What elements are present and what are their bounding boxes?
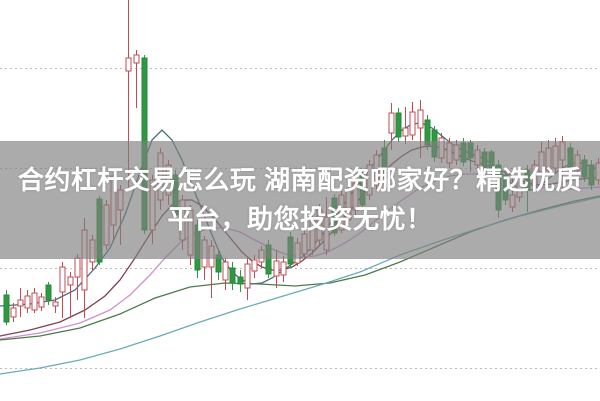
headline-overlay: 合约杠杆交易怎么玩 湖南配资哪家好？精选优质 平台，助您投资无忧！ bbox=[0, 141, 600, 259]
headline-line-2: 平台，助您投资无忧！ bbox=[167, 204, 433, 234]
headline-line-1: 合约杠杆交易怎么玩 湖南配资哪家好？精选优质 bbox=[17, 165, 583, 195]
